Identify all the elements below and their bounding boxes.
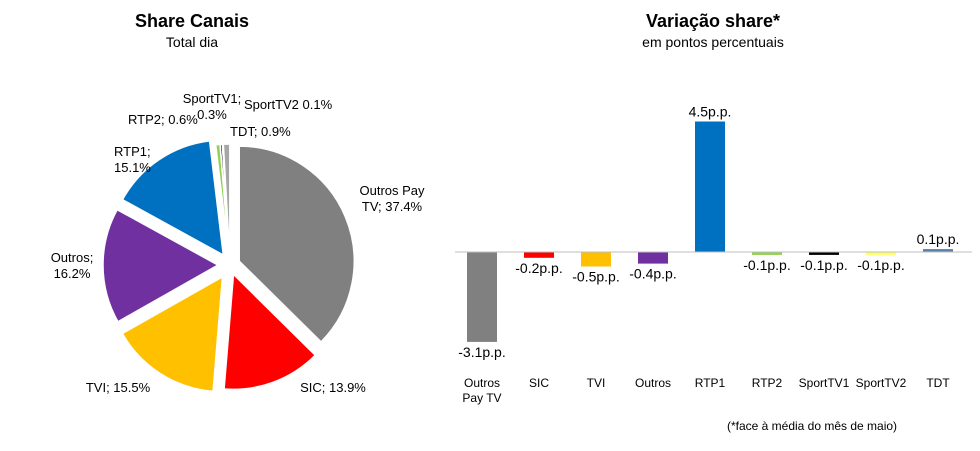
bar-value-label-rtp1: 4.5p.p. [689, 104, 732, 120]
pie-chart: Share Canais Total dia Outros Pay TV; 37.… [51, 11, 425, 395]
pie-label-outros: Outros; 16.2% [51, 250, 94, 281]
pie-title: Share Canais [135, 11, 249, 31]
pie-slice-tdt [222, 143, 231, 260]
category-label-sporttv2: SportTV2 [856, 376, 907, 390]
pie-slice-sic [223, 272, 317, 391]
pie-label-rtp1: RTP1; 15.1% [114, 144, 151, 175]
pie-label-rtp2: RTP2; 0.6% [128, 112, 198, 127]
bar-title: Variação share* [646, 11, 780, 31]
pie-label-tdt: TDT; 0.9% [230, 124, 291, 139]
bar-outros-pay-tv [467, 252, 497, 342]
pie-slices [102, 140, 355, 393]
category-label-sic: SIC [529, 376, 549, 390]
category-label-outros: Outros [635, 376, 671, 390]
bar-outros [638, 252, 668, 264]
bars [467, 121, 953, 342]
pie-labels: Outros Pay TV; 37.4% SIC; 13.9% TVI; 15.5% O… [51, 91, 425, 395]
bar-value-label-rtp2: -0.1p.p. [743, 257, 790, 273]
pie-label-tvi: TVI; 15.5% [86, 380, 151, 395]
bar-value-label-outros-pay-tv: -3.1p.p. [458, 344, 505, 360]
bar-value-label-sporttv2: -0.1p.p. [857, 257, 904, 273]
pie-label-sporttv1: SportTV1; 0.3% [183, 91, 242, 122]
footnote: (*face à média do mês de maio) [727, 419, 897, 433]
pie-label-sporttv2: SportTV2 0.1% [244, 97, 333, 112]
pie-slice-rtp1 [121, 140, 225, 257]
bar-tdt [923, 249, 953, 252]
bar-rtp2 [752, 252, 782, 255]
pie-slice-tvi [121, 275, 224, 393]
bar-subtitle: em pontos percentuais [642, 34, 784, 50]
bar-sic [524, 252, 554, 258]
bar-tvi [581, 252, 611, 267]
bar-value-label-outros: -0.4p.p. [629, 266, 676, 282]
bar-value-label-sic: -0.2p.p. [515, 260, 562, 276]
bar-category-labels: Outros Pay TV SIC TVI Outros RTP1 RTP2 SportTV1… [462, 376, 950, 405]
bar-data-labels: -3.1p.p. -0.2p.p. -0.5p.p. -0.4p.p. 4.5p.p. -… [458, 104, 959, 360]
pie-label-outros-pay-tv: Outros Pay TV; 37.4% [359, 183, 425, 214]
bar-value-label-sporttv1: -0.1p.p. [800, 257, 847, 273]
category-label-outros-pay-tv: Outros Pay TV [462, 376, 501, 405]
bar-chart: Variação share* em pontos percentuais -3… [455, 11, 972, 433]
bar-sporttv2 [866, 252, 896, 255]
category-label-sporttv1: SportTV1 [799, 376, 850, 390]
pie-label-sic: SIC; 13.9% [300, 380, 366, 395]
bar-rtp1 [695, 121, 725, 252]
category-label-rtp2: RTP2 [752, 376, 783, 390]
bar-value-label-tdt: 0.1p.p. [917, 231, 960, 247]
pie-slice-outros-pay-tv [238, 145, 355, 344]
category-label-tdt: TDT [926, 376, 950, 390]
pie-subtitle: Total dia [166, 34, 218, 50]
bar-sporttv1 [809, 252, 839, 255]
bar-value-label-tvi: -0.5p.p. [572, 269, 619, 285]
category-label-tvi: TVI [587, 376, 606, 390]
category-label-rtp1: RTP1 [695, 376, 726, 390]
pie-slice-outros [102, 208, 220, 323]
